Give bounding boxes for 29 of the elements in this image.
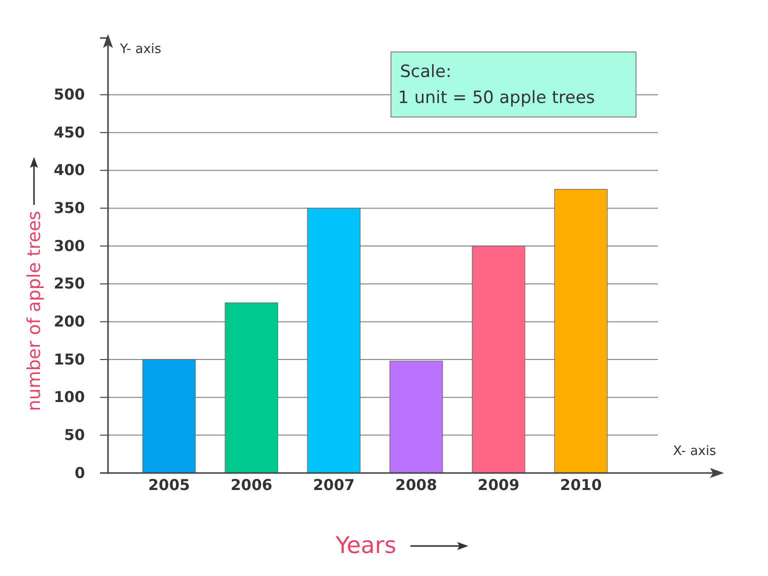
bar [307,208,360,474]
y-tick-label: 200 [54,312,85,330]
y-tick-label: 300 [54,236,85,255]
y-tick-label: 450 [54,123,85,142]
annotation: Scale: [400,62,452,82]
y-axis-title: number of apple trees [24,210,45,412]
x-tick-label: 2007 [312,476,355,494]
annotation: 1 unit = 50 apple trees [398,88,596,108]
bar [390,360,443,474]
bar [224,302,278,474]
x-axis-title: Years [334,533,396,559]
bar [554,189,608,474]
x-tick-label: 2009 [478,476,520,494]
x-tick-label: 2010 [560,476,602,494]
y-tick-label: 50 [64,426,85,444]
bar [472,246,526,474]
x-tick-label: 2005 [148,476,190,494]
y-tick-label: 150 [54,350,85,368]
x-tick-label: 2008 [395,476,438,494]
y-tick-label: 0 [74,464,85,482]
bar [142,359,196,474]
y-tick-label: 500 [54,86,85,104]
y-tick-label: 400 [54,161,85,180]
x-tick-label: 2006 [230,476,272,494]
text: X- axis [673,444,716,459]
y-tick-label: 250 [54,274,85,293]
annotation: Y- axis [119,42,162,57]
y-tick-label: 100 [54,388,85,406]
y-tick-label: 350 [54,199,85,218]
